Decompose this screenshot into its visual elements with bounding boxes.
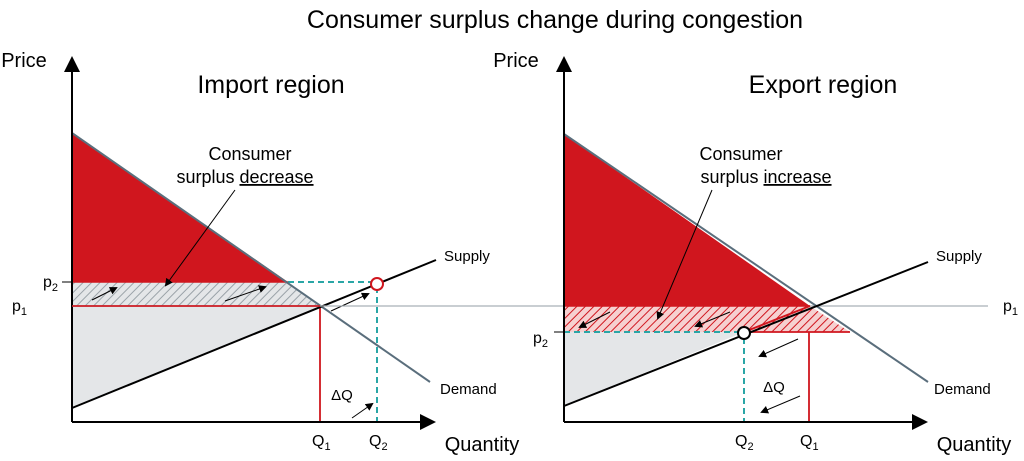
- supply-label: Supply: [936, 248, 982, 265]
- callout-line1: Consumer: [208, 144, 291, 164]
- y-axis-label: Price: [1, 50, 47, 72]
- callout-line2: surplus decrease: [176, 167, 313, 187]
- callout-line1: Consumer: [699, 144, 782, 164]
- demand-label: Demand: [440, 381, 497, 398]
- q2-label: Q2: [369, 433, 388, 453]
- delta-q-label: ΔQ: [331, 387, 353, 404]
- delta-q-label: ΔQ: [763, 379, 785, 396]
- p2-label: p2: [533, 330, 548, 350]
- q1-label: Q1: [312, 433, 331, 453]
- q2-label: Q2: [735, 433, 754, 453]
- equilibrium-marker: [737, 326, 751, 340]
- demand-curve: [71, 132, 431, 383]
- surplus-increase-hatch: [564, 306, 850, 332]
- x-axis-label: Quantity: [937, 434, 1011, 456]
- panel-title: Import region: [197, 71, 344, 99]
- p2-label: p2: [43, 274, 58, 294]
- supply-label: Supply: [444, 248, 490, 265]
- demand-label: Demand: [934, 381, 991, 398]
- diagram-title: Consumer surplus change during congestio…: [307, 6, 803, 34]
- y-axis-label: Price: [493, 50, 539, 72]
- import-region-panel: Price Quantity Import region Consumer su…: [1, 50, 519, 456]
- demand-curve: [563, 133, 929, 383]
- equilibrium-marker: [370, 277, 384, 291]
- surplus-decrease-hatch: [72, 282, 320, 306]
- p1-label: p1: [12, 298, 27, 318]
- panel-title: Export region: [749, 71, 898, 99]
- q1-label: Q1: [800, 433, 819, 453]
- callout-line2: surplus increase: [700, 167, 831, 187]
- p1-label: p1: [1003, 298, 1018, 318]
- export-region-panel: Price Quantity Export region Consumer su…: [493, 50, 1018, 456]
- x-axis-label: Quantity: [445, 434, 519, 456]
